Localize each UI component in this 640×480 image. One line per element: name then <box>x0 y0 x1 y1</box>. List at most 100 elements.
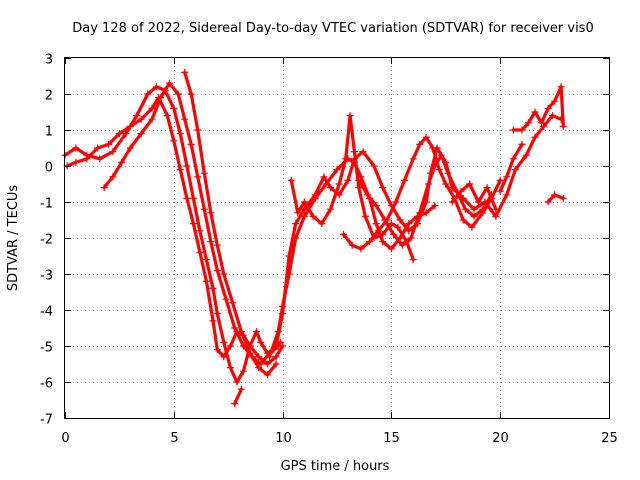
data-point-marker <box>474 198 482 206</box>
data-point-marker <box>444 169 452 177</box>
y-tick-label: 3 <box>45 53 53 68</box>
data-point-marker <box>509 126 517 134</box>
data-point-marker <box>253 328 260 336</box>
data-point-marker <box>503 173 511 181</box>
data-point-marker <box>374 227 382 235</box>
data-point-marker <box>255 364 263 372</box>
data-point-marker <box>333 166 341 174</box>
data-point-marker <box>209 317 217 325</box>
data-point-marker <box>202 256 210 264</box>
data-point-marker <box>209 284 217 292</box>
data-point-marker <box>457 187 465 195</box>
data-point-marker <box>551 97 559 105</box>
data-point-marker <box>396 216 404 224</box>
data-point-marker <box>522 151 530 159</box>
data-point-marker <box>263 360 271 368</box>
data-point-marker <box>279 310 287 318</box>
data-point-marker <box>435 166 443 174</box>
data-point-marker <box>94 144 102 152</box>
data-point-marker <box>272 360 280 368</box>
data-point-marker <box>342 155 350 163</box>
data-point-marker <box>327 184 334 192</box>
data-point-marker <box>509 155 517 163</box>
y-tick-label: -6 <box>40 377 53 392</box>
data-point-marker <box>272 342 280 350</box>
data-point-marker <box>220 353 228 361</box>
data-point-marker <box>183 194 191 202</box>
data-point-marker <box>442 180 450 188</box>
y-axis-label: SDTVAR / TECUs <box>6 185 21 292</box>
data-point-marker <box>187 140 195 148</box>
data-point-marker <box>379 184 387 192</box>
data-point-marker <box>287 176 295 184</box>
data-point-marker <box>181 115 189 123</box>
data-point-marker <box>424 180 432 188</box>
x-tick-label: 25 <box>601 431 618 446</box>
data-point-marker <box>366 238 374 246</box>
data-point-marker <box>401 176 408 184</box>
data-point-marker <box>183 162 191 170</box>
data-point-marker <box>470 205 478 213</box>
y-tick-label: -2 <box>40 233 53 248</box>
data-point-marker <box>459 216 467 224</box>
data-point-marker <box>152 83 160 91</box>
data-point-marker <box>335 180 343 188</box>
data-point-marker <box>137 115 145 123</box>
data-point-marker <box>359 148 367 156</box>
data-point-marker <box>518 140 526 148</box>
data-point-marker <box>144 90 152 98</box>
data-point-marker <box>257 338 265 346</box>
data-point-marker <box>398 241 406 249</box>
data-point-marker <box>181 68 189 76</box>
data-point-marker <box>531 133 539 141</box>
data-point-marker <box>320 173 328 181</box>
series-line <box>450 182 498 211</box>
data-point-marker <box>551 191 559 199</box>
data-point-marker <box>357 245 365 253</box>
data-point-marker <box>100 184 108 192</box>
data-point-marker <box>220 270 228 278</box>
data-point-marker <box>429 144 437 152</box>
data-point-marker <box>222 295 230 303</box>
data-point-marker <box>340 230 347 238</box>
data-point-marker <box>448 198 456 206</box>
data-point-marker <box>207 209 215 217</box>
data-point-marker <box>170 104 178 112</box>
data-point-marker <box>157 94 165 102</box>
data-point-marker <box>372 202 380 210</box>
y-tick-label: -4 <box>40 305 53 320</box>
data-point-marker <box>518 126 526 134</box>
data-point-marker <box>300 212 308 220</box>
data-point-marker <box>263 371 271 379</box>
data-point-marker <box>409 155 417 163</box>
plot-frame <box>64 57 610 419</box>
data-point-marker <box>176 166 184 174</box>
data-point-marker <box>226 342 234 350</box>
data-point-marker <box>309 212 317 220</box>
data-point-marker <box>137 130 145 138</box>
data-point-marker <box>540 122 548 130</box>
data-point-marker <box>372 220 380 228</box>
data-point-marker <box>266 353 273 361</box>
data-point-marker <box>194 126 202 134</box>
data-point-marker <box>468 223 476 231</box>
data-point-marker <box>392 198 400 206</box>
data-point-marker <box>285 252 293 260</box>
data-point-marker <box>226 364 234 372</box>
series-line <box>511 85 565 132</box>
data-point-marker <box>109 173 117 181</box>
data-point-marker <box>431 162 439 170</box>
data-point-marker <box>544 104 552 112</box>
data-point-marker <box>346 112 354 120</box>
data-point-marker <box>544 198 552 206</box>
data-point-marker <box>327 205 334 213</box>
data-point-marker <box>148 115 156 123</box>
data-point-marker <box>72 158 80 166</box>
data-point-marker <box>405 227 413 235</box>
data-point-marker <box>437 151 445 159</box>
data-point-marker <box>220 338 228 346</box>
data-point-marker <box>496 176 504 184</box>
data-point-marker <box>229 299 237 307</box>
series-line <box>233 387 243 406</box>
data-point-marker <box>348 241 356 249</box>
